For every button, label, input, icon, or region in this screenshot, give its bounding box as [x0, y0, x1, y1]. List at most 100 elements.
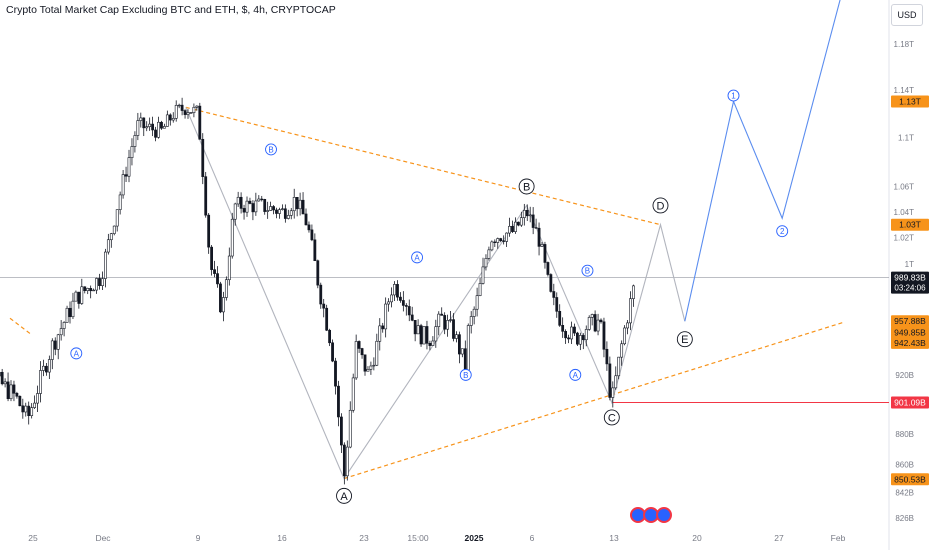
candle [33, 402, 37, 408]
candle [254, 200, 258, 213]
candle [455, 334, 458, 339]
wave-labels: A B A A B B B A C D E 1 2 [70, 89, 789, 504]
wave-label-circle[interactable] [459, 368, 472, 381]
left-trend-stub[interactable] [9, 317, 33, 336]
candle [248, 200, 252, 204]
event-flag-icon[interactable] [656, 507, 672, 523]
candle [369, 365, 373, 370]
candle [555, 297, 559, 312]
event-flag-icon[interactable] [630, 507, 646, 523]
candle [466, 325, 470, 371]
candle [219, 283, 222, 313]
candle [469, 316, 473, 326]
candle [537, 227, 541, 247]
price-tag-label: 957.88B [894, 316, 926, 326]
wave-label-circle[interactable] [265, 143, 277, 156]
candle [151, 123, 155, 131]
candle [47, 359, 51, 373]
candle [115, 209, 119, 227]
wave-label-circle[interactable] [652, 197, 669, 214]
candle [399, 296, 402, 301]
price-axis-label: 1.18T [894, 40, 915, 49]
candle [278, 209, 281, 214]
candle [525, 210, 529, 217]
wave-label-circle[interactable] [676, 331, 693, 348]
wave-label-circle[interactable] [727, 89, 740, 102]
candle [578, 335, 582, 345]
wave-label-circle[interactable] [518, 178, 535, 195]
price-tag [891, 315, 929, 328]
candle [322, 303, 326, 309]
candle [307, 224, 311, 231]
candle [109, 233, 113, 241]
candle [496, 238, 500, 243]
candle [558, 310, 562, 326]
candle [460, 348, 464, 355]
price-tag [891, 218, 929, 231]
wave-label-circle[interactable] [70, 347, 83, 360]
candle [39, 370, 42, 394]
time-axis-label: 16 [277, 533, 287, 543]
chart-title: Crypto Total Market Cap Excluding BTC an… [6, 4, 336, 16]
wave-path[interactable] [185, 107, 686, 480]
candle [230, 218, 234, 257]
candle [80, 286, 84, 304]
candle [381, 325, 385, 330]
triangle-lower-line[interactable] [343, 321, 844, 480]
wave-label-circle[interactable] [336, 487, 352, 504]
price-axis-label: 880B [895, 430, 914, 439]
wave-label-circle[interactable] [603, 409, 620, 426]
candle [183, 110, 187, 115]
candle [12, 384, 16, 394]
candle [65, 307, 69, 323]
candle [245, 200, 249, 213]
candle [24, 405, 28, 413]
price-tag-label: 901.09B [894, 398, 926, 408]
candle [626, 322, 629, 329]
candle [239, 196, 243, 209]
wave-label-circle[interactable] [581, 264, 594, 277]
candle [177, 104, 181, 107]
candle [449, 319, 452, 321]
time-axis-label: 9 [196, 533, 201, 543]
candle [499, 238, 503, 242]
candle [620, 343, 624, 358]
wave-label-circle[interactable] [411, 251, 424, 264]
projection-path[interactable] [684, 0, 843, 322]
candle [139, 117, 143, 121]
candle [340, 416, 343, 446]
candle [549, 274, 553, 292]
triangle-upper-line[interactable] [185, 106, 661, 226]
currency-button[interactable]: USD [891, 4, 923, 26]
time-axis-label: Dec [95, 533, 111, 543]
candle [233, 203, 237, 220]
candle [614, 375, 618, 389]
wave-label-circle[interactable] [569, 368, 582, 381]
drawing-lines [0, 0, 889, 480]
wave-label-circle[interactable] [776, 225, 789, 238]
candle [292, 197, 296, 212]
wave-label: A [414, 253, 420, 262]
candle [316, 260, 320, 286]
candle [331, 342, 334, 362]
candle [478, 283, 482, 296]
candle [298, 199, 302, 210]
candle [154, 129, 157, 138]
candle [27, 405, 31, 417]
candle [570, 326, 573, 340]
candles [0, 97, 635, 485]
candle [505, 232, 509, 242]
candle [348, 409, 352, 448]
candle [334, 360, 337, 387]
price-tag [891, 271, 929, 294]
candle [281, 208, 284, 210]
event-flag-icon[interactable] [643, 507, 659, 523]
candle [481, 266, 485, 284]
wave-label: A [340, 491, 348, 503]
candle [581, 335, 585, 341]
candle [528, 214, 532, 217]
price-tag-label: 942.43B [894, 338, 926, 348]
candle [130, 146, 134, 158]
candle [30, 407, 34, 417]
